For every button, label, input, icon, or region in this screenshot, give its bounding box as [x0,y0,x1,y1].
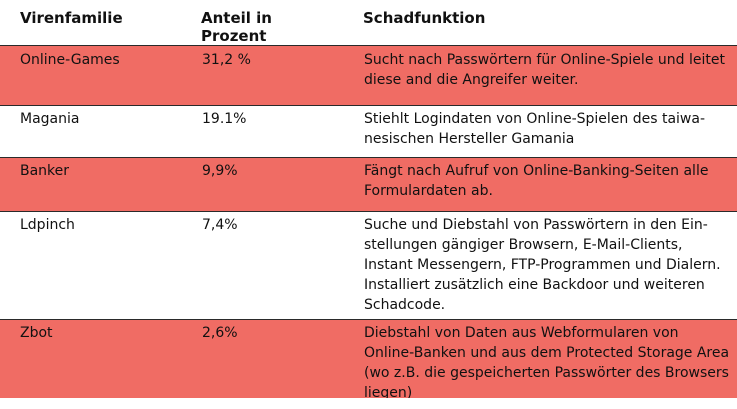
table-row: Zbot 2,6% Diebstahl von Daten aus Webfor… [0,319,737,408]
cell-share: 2,6% [180,319,343,408]
cell-family: Ldpinch [0,211,180,320]
column-header-share: Anteil in Prozent [180,0,343,46]
cell-function: Suche und Diebstahl von Passwörtern in d… [343,211,737,320]
cell-share: 19.1% [180,105,343,158]
cell-share: 7,4% [180,211,343,320]
column-header-function: Schadfunktion [343,0,737,46]
table-row: Banker 9,9% Fängt nach Aufruf von Online… [0,157,737,212]
cell-family: Zbot [0,319,180,408]
bottom-margin [0,398,737,409]
cell-family: Banker [0,157,180,212]
cell-function: Sucht nach Passwörtern für Online-Spiele… [343,45,737,106]
table-row: Ldpinch 7,4% Suche und Diebstahl von Pas… [0,211,737,320]
cell-function: Diebstahl von Daten aus Webformularen vo… [343,319,737,408]
cell-function: Fängt nach Aufruf von Online-Banking-Sei… [343,157,737,212]
table-row: Online-Games 31,2 % Sucht nach Passwörte… [0,45,737,106]
cell-family: Magania [0,105,180,158]
table-header-row: Virenfamilie Anteil in Prozent Schadfunk… [0,0,737,46]
cell-share: 9,9% [180,157,343,212]
cell-function: Stiehlt Logindaten von Online-Spielen de… [343,105,737,158]
cell-share: 31,2 % [180,45,343,106]
table-row: Magania 19.1% Stiehlt Logindaten von Onl… [0,105,737,158]
cell-family: Online-Games [0,45,180,106]
column-header-family: Virenfamilie [0,0,180,46]
